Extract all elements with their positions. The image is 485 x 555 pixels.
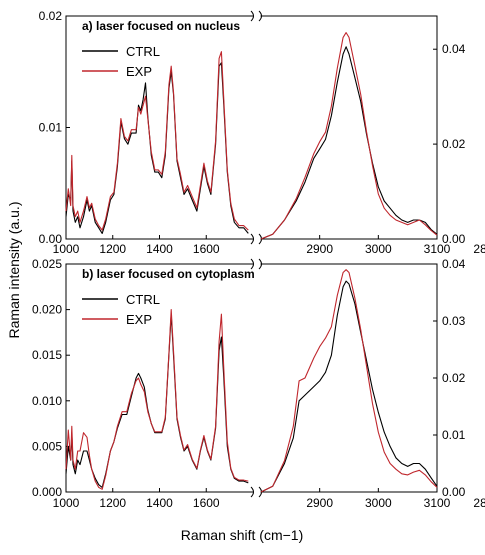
y-tick-label-left: 0.015: [32, 348, 62, 362]
legend-label-ctrl: CTRL: [126, 292, 160, 307]
series-line-exp-ch-stretch: [260, 32, 438, 240]
legend-label-exp: EXP: [126, 64, 152, 79]
series-line-ctrl-fingerprint: [65, 313, 249, 488]
x-tick-label: 1200: [99, 242, 126, 256]
x-tick-label: 1000: [53, 496, 80, 510]
y-tick-label-right: 0.04: [442, 257, 466, 271]
y-tick-label-left: 0.02: [39, 9, 63, 23]
y-tick-label-left: 0.000: [32, 485, 62, 499]
axis-break-gap-top: [253, 13, 261, 19]
axis-break-mark: [250, 258, 254, 270]
series-line-exp-ch-stretch: [260, 269, 438, 493]
x-tick-label: 3000: [365, 242, 392, 256]
axis-break-gap-top: [253, 261, 261, 267]
axis-break-mark: [258, 258, 262, 270]
x-tick-label: 2900: [306, 242, 333, 256]
x-axis-title: Raman shift (cm−1): [181, 527, 304, 543]
x-tick-label: 3100: [424, 242, 451, 256]
legend-label-ctrl: CTRL: [126, 44, 160, 59]
y-tick-label-left: 0.010: [32, 394, 62, 408]
chart-panel-b: 1000 1200 1400 1600 2800 2900 3000 3100 0.000 0.0…: [32, 257, 485, 510]
panel-title: a) laser focused on nucleus: [82, 19, 240, 33]
y-tick-label-left: 0.020: [32, 303, 62, 317]
axis-break-mark: [250, 486, 254, 498]
x-tick-label: 1400: [146, 242, 173, 256]
y-tick-label-left: 0.00: [39, 232, 63, 246]
axis-break-gap-bottom: [253, 489, 261, 495]
legend-label-exp: EXP: [126, 312, 152, 327]
x-tick-label: 1200: [99, 496, 126, 510]
y-tick-label-right: 0.00: [442, 485, 466, 499]
x-tick-label: 2800: [473, 496, 485, 510]
axis-break-mark: [258, 10, 262, 22]
x-tick-label: 1600: [193, 242, 220, 256]
panel-title: b) laser focused on cytoplasm: [82, 267, 255, 281]
x-tick-label: 1600: [193, 496, 220, 510]
y-tick-label-left: 0.025: [32, 257, 62, 271]
x-tick-label: 2900: [306, 496, 333, 510]
series-line-ctrl-ch-stretch: [260, 46, 438, 240]
series-line-ctrl-ch-stretch: [260, 280, 438, 493]
plot-frame: [65, 263, 438, 493]
axis-break-mark: [250, 10, 254, 22]
chart-panel-a: 100012001400160028002900300031000.000.01…: [39, 9, 485, 256]
axis-break-mark: [250, 233, 254, 245]
y-tick-label-left: 0.005: [32, 439, 62, 453]
series-line-exp-fingerprint: [65, 51, 249, 231]
series-line-ctrl-fingerprint: [65, 62, 249, 234]
y-tick-label-right: 0.00: [442, 232, 466, 246]
y-tick-label-right: 0.04: [442, 42, 466, 56]
axis-break-gap-bottom: [253, 236, 261, 242]
y-tick-label-right: 0.01: [442, 428, 466, 442]
y-axis-title: Raman intensity (a.u.): [6, 202, 22, 339]
series-line-exp-fingerprint: [65, 309, 249, 490]
x-tick-label: 2800: [473, 242, 485, 256]
x-tick-label: 1400: [146, 496, 173, 510]
y-tick-label-left: 0.01: [39, 121, 63, 135]
x-tick-label: 3100: [424, 496, 451, 510]
x-tick-label: 1000: [53, 242, 80, 256]
y-tick-label-right: 0.03: [442, 314, 466, 328]
y-tick-label-right: 0.02: [442, 137, 466, 151]
x-tick-label: 3000: [365, 496, 392, 510]
y-tick-label-right: 0.02: [442, 371, 466, 385]
